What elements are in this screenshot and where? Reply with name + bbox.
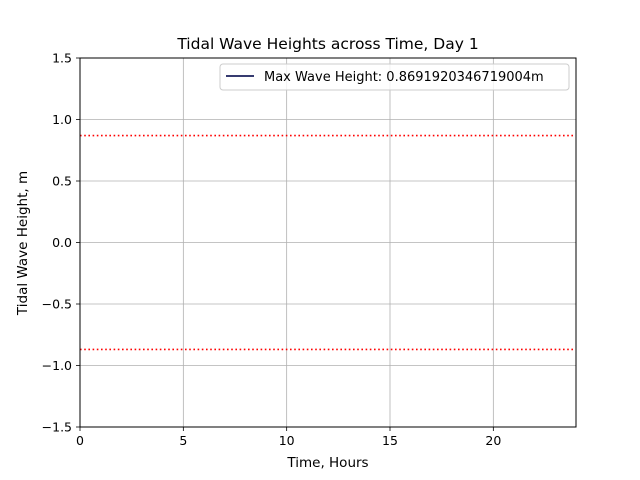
- x-tick-label: 0: [76, 433, 84, 448]
- y-axis-ticks: −1.5 −1.0 −0.5 0.0 0.5 1.0 1.5: [42, 51, 80, 435]
- x-tick-label: 20: [485, 433, 501, 448]
- x-axis-label: Time, Hours: [286, 455, 368, 471]
- y-axis-label: Tidal Wave Height, m: [15, 171, 31, 316]
- y-tick-label: −1.0: [42, 358, 72, 373]
- x-tick-label: 10: [279, 433, 295, 448]
- x-tick-label: 5: [179, 433, 187, 448]
- y-tick-label: 0.5: [52, 174, 72, 189]
- reference-lines: [80, 134, 576, 351]
- chart-title: Tidal Wave Heights across Time, Day 1: [176, 35, 478, 53]
- y-tick-label: 0.0: [52, 235, 72, 250]
- x-tick-label: 15: [382, 433, 398, 448]
- y-tick-label: −1.5: [42, 420, 72, 435]
- plot-area: 0 5 10 15 20 −1.5 −1.0 −0.5 0.0 0.5 1.0 1.5: [42, 51, 577, 448]
- y-tick-label: 1.5: [52, 51, 72, 66]
- x-axis-ticks: 0 5 10 15 20: [76, 427, 501, 448]
- y-tick-label: −0.5: [42, 297, 72, 312]
- legend: Max Wave Height: 0.8691920346719004m: [219, 63, 570, 91]
- y-tick-label: 1.0: [52, 112, 72, 127]
- legend-box: [219, 63, 570, 91]
- legend-label: Max Wave Height: 0.8691920346719004m: [264, 70, 544, 85]
